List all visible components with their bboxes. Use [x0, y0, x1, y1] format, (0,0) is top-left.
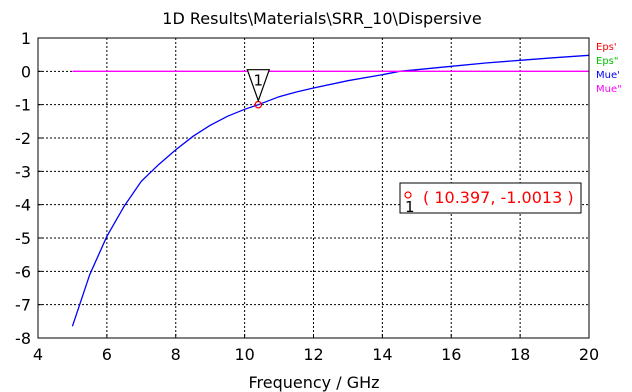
y-tick-label: -4 [15, 196, 31, 215]
x-tick-label: 6 [102, 345, 112, 364]
x-axis-label: Frequency / GHz [248, 373, 379, 392]
series-lines [71, 54, 590, 327]
readout-marker-icon [404, 191, 412, 199]
y-tick-label: -6 [15, 262, 31, 281]
legend-entry: Mue" [596, 84, 622, 95]
y-tick-label: -7 [15, 296, 31, 315]
chart-title: 1D Results\Materials\SRR_10\Dispersive [162, 9, 481, 29]
readout-marker-number: 1 [405, 198, 415, 216]
legend-entry: Mue' [596, 70, 620, 81]
x-tick-label: 18 [510, 345, 530, 364]
y-tick-label: -8 [15, 329, 31, 348]
series-line-mue-prime [71, 54, 590, 327]
legend-entry: Eps" [596, 56, 618, 67]
legend-entry: Eps' [596, 42, 617, 53]
marker-group[interactable]: 1 1 ( 10.397, -1.0013 ) [246, 69, 582, 216]
x-tick-label: 20 [579, 345, 599, 364]
x-tick-label: 4 [33, 345, 43, 364]
y-tick-label: -1 [15, 96, 31, 115]
y-tick-label: 0 [21, 62, 31, 81]
marker-flag[interactable] [246, 69, 271, 103]
plot-frame [37, 37, 590, 339]
legend: Eps' Eps" Mue' Mue" [596, 42, 622, 95]
y-tick-label: 1 [21, 29, 31, 48]
y-tick-label: -5 [15, 229, 31, 248]
x-tick-label: 8 [171, 345, 181, 364]
x-tick-label: 12 [303, 345, 323, 364]
marker-flag-label: 1 [254, 72, 264, 90]
y-tick-label: -3 [15, 162, 31, 181]
marker-readout-box[interactable] [399, 182, 582, 214]
x-tick-label: 16 [441, 345, 461, 364]
x-tick-label: 14 [372, 345, 392, 364]
y-tick-label: -2 [15, 129, 31, 148]
x-tick-label: 10 [234, 345, 254, 364]
marker-readout-text: ( 10.397, -1.0013 ) [423, 188, 574, 207]
